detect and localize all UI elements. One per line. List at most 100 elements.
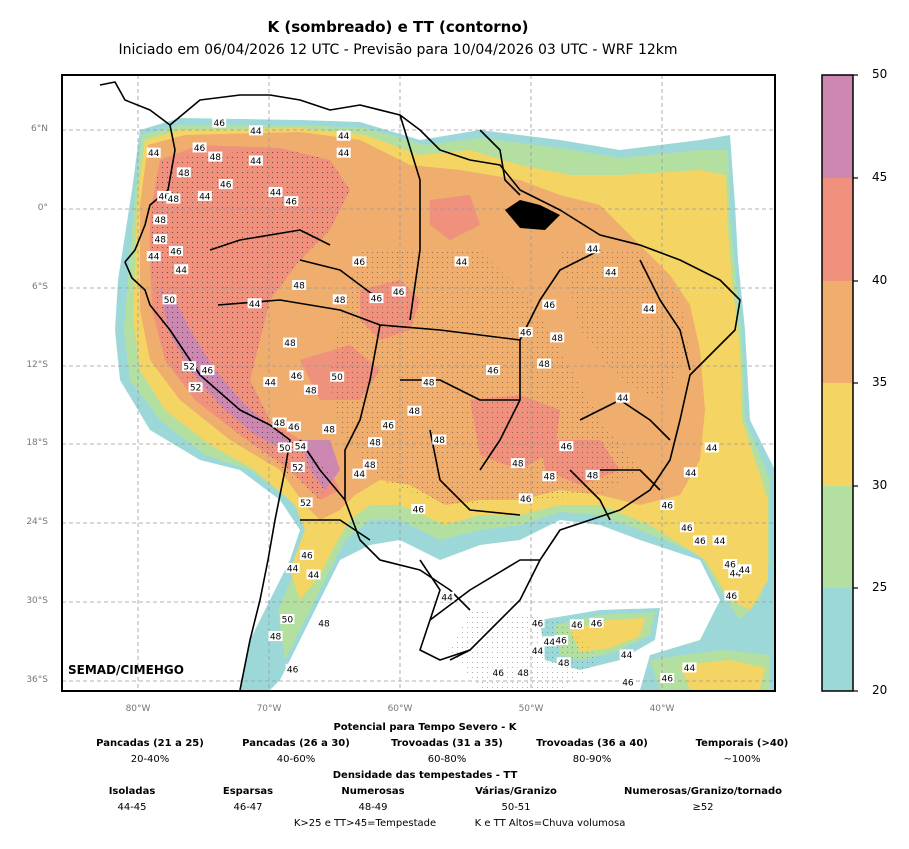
contour-label: 44 bbox=[739, 566, 751, 576]
contour-label-bg bbox=[322, 424, 337, 435]
contour-label-bg bbox=[188, 382, 203, 393]
contour-label: 46 bbox=[622, 678, 634, 688]
contour-label-bg bbox=[192, 142, 207, 153]
contour-label-bg bbox=[516, 667, 531, 678]
contour-label: 44 bbox=[287, 564, 299, 574]
contour-label: 50 bbox=[282, 616, 294, 626]
contour-label-bg bbox=[585, 469, 600, 480]
legend-k-item-label: Pancadas (21 a 25) bbox=[96, 738, 204, 749]
contour-label-bg bbox=[336, 147, 351, 158]
contour-label: 46 bbox=[694, 537, 706, 547]
contour-label-bg bbox=[298, 497, 313, 508]
contour-label-bg bbox=[362, 459, 377, 470]
contour-label: 44 bbox=[617, 394, 629, 404]
colorbar-tick: 45 bbox=[872, 170, 888, 184]
colorbar-25-30 bbox=[822, 486, 853, 588]
contour-label: 48 bbox=[517, 669, 529, 679]
contour-label: 48 bbox=[155, 236, 167, 246]
contour-label: 46 bbox=[561, 443, 573, 453]
contour-label: 48 bbox=[551, 334, 563, 344]
contour-label-bg bbox=[486, 365, 501, 376]
contour-label-bg bbox=[146, 251, 161, 262]
contour-label-bg bbox=[286, 421, 301, 432]
contour-label: 48 bbox=[369, 439, 381, 449]
contour-label-bg bbox=[559, 441, 574, 452]
contour-label-bg bbox=[352, 256, 367, 267]
contour-label-bg bbox=[293, 441, 308, 452]
contour-label-bg bbox=[692, 535, 707, 546]
contour-label-bg bbox=[554, 634, 569, 645]
legend-tt-item-value: ≥52 bbox=[692, 802, 714, 813]
contour-label: 44 bbox=[685, 469, 697, 479]
contour-label-bg bbox=[282, 337, 297, 348]
contour-label: 46 bbox=[571, 621, 583, 631]
contour-label-bg bbox=[369, 293, 384, 304]
contour-label-bg bbox=[168, 245, 183, 256]
map-title: K (sombreado) e TT (contorno) bbox=[267, 18, 529, 36]
contour-label-bg bbox=[162, 294, 177, 305]
map-subtitle: Iniciado em 06/04/2026 12 UTC - Previsão… bbox=[118, 42, 678, 58]
legend-k-item-label: Trovoadas (31 a 35) bbox=[391, 738, 503, 749]
colorbar-20-25 bbox=[822, 588, 853, 691]
contour-label-bg bbox=[704, 442, 719, 453]
lon-label: 80°W bbox=[125, 704, 151, 714]
contour-label-bg bbox=[683, 467, 698, 478]
contour-label: 46 bbox=[413, 505, 425, 515]
contour-label-bg bbox=[660, 672, 675, 683]
contour-label-bg bbox=[712, 535, 727, 546]
contour-label-bg bbox=[208, 151, 223, 162]
contour-label: 46 bbox=[158, 192, 170, 202]
contour-label: 52 bbox=[292, 464, 303, 474]
colorbar-tick: 25 bbox=[872, 580, 888, 594]
contour-label: 46 bbox=[532, 619, 544, 629]
contour-label-bg bbox=[518, 493, 533, 504]
contour-label: 48 bbox=[274, 419, 286, 429]
contour-label-bg bbox=[280, 614, 295, 625]
contour-label: 48 bbox=[423, 378, 435, 388]
legend-k-title: Potencial para Tempo Severo - K bbox=[333, 722, 517, 733]
contour-label-bg bbox=[268, 186, 283, 197]
lat-label: 24°S bbox=[26, 517, 48, 527]
contour-label: 46 bbox=[354, 258, 366, 268]
contour-label-bg bbox=[542, 636, 557, 647]
colorbar-tick: 20 bbox=[872, 683, 888, 697]
contour-label: 46 bbox=[213, 119, 225, 129]
contour-label: 44 bbox=[354, 470, 366, 480]
contour-label: 46 bbox=[520, 329, 532, 339]
contour-label: 48 bbox=[305, 386, 317, 396]
contour-label-bg bbox=[407, 405, 422, 416]
contour-label: 48 bbox=[168, 195, 180, 205]
contour-label: 44 bbox=[250, 127, 262, 137]
contour-label-bg bbox=[724, 590, 739, 601]
contour-label-bg bbox=[317, 617, 332, 628]
legend-k-item-value: 20-40% bbox=[130, 754, 170, 765]
k-shading bbox=[115, 118, 775, 690]
contour-label-bg bbox=[182, 361, 197, 372]
contour-label: 46 bbox=[724, 561, 736, 571]
contour-label: 50 bbox=[279, 444, 291, 454]
contour-label: 44 bbox=[441, 593, 453, 603]
contour-label-bg bbox=[518, 327, 533, 338]
colorbar-tick: 40 bbox=[872, 273, 888, 287]
contour-label: 50 bbox=[164, 296, 176, 306]
contour-label-bg bbox=[174, 264, 189, 275]
contour-label: 48 bbox=[544, 473, 556, 483]
contour-label: 46 bbox=[555, 636, 567, 646]
legend-tt-item-value: 48-49 bbox=[358, 802, 388, 813]
contour-label: 46 bbox=[288, 423, 300, 433]
contour-label-bg bbox=[421, 376, 436, 387]
contour-label: 44 bbox=[176, 266, 188, 276]
colorbar-35-40 bbox=[822, 281, 853, 383]
contour-label-bg bbox=[556, 657, 571, 668]
contour-label-bg bbox=[737, 564, 752, 575]
contour-label: 46 bbox=[520, 495, 532, 505]
legend-k-item-value: 80-90% bbox=[572, 754, 612, 765]
contour-label-bg bbox=[619, 649, 634, 660]
contour-label-bg bbox=[299, 549, 314, 560]
contour-label-bg bbox=[268, 631, 283, 642]
contour-label: 46 bbox=[544, 301, 556, 311]
legend-k-item-label: Trovoadas (36 a 40) bbox=[536, 738, 648, 749]
contour-label-bg bbox=[728, 568, 743, 579]
